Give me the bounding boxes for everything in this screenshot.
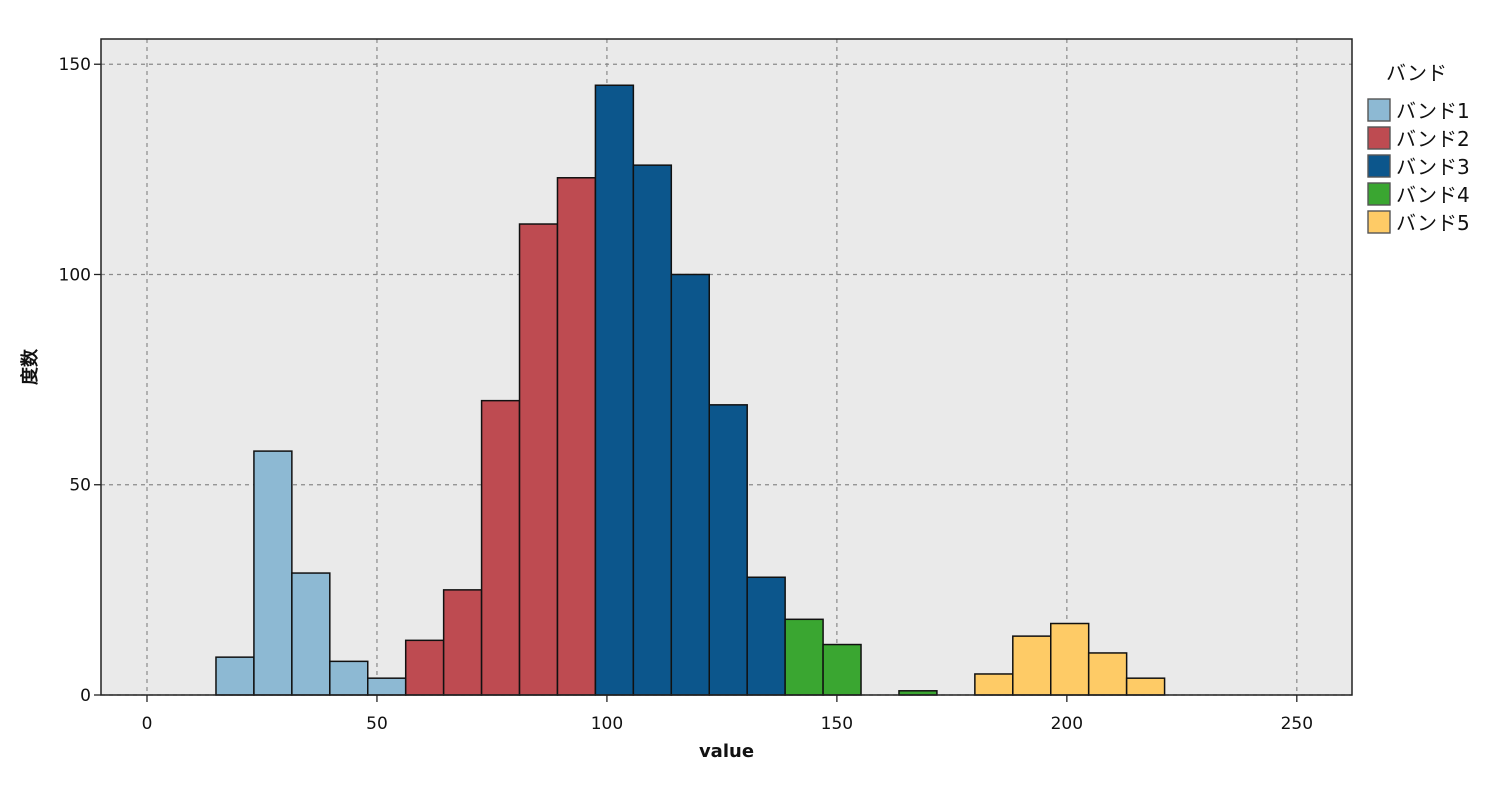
bar-1-1 [215, 656, 255, 696]
x-tick-label: 100 [591, 714, 623, 734]
bar-2-2 [442, 589, 483, 696]
x-tick-label: 0 [142, 714, 153, 734]
bar-3-3 [670, 273, 711, 696]
x-tick-label: 150 [821, 714, 853, 734]
legend-label-5: バンド5 [1396, 211, 1470, 235]
bar-4-2 [822, 643, 862, 696]
legend-swatch-4 [1367, 182, 1391, 206]
x-tick-label: 250 [1281, 714, 1313, 734]
bar-5-2 [1012, 635, 1052, 696]
x-tick-label: 50 [366, 714, 388, 734]
bar-5-3 [1049, 622, 1090, 696]
y-axis-title: 度数 [19, 348, 41, 385]
legend-swatch-1 [1367, 98, 1391, 122]
x-axis-title: value [699, 741, 754, 762]
bar-3-5 [746, 576, 786, 696]
plot-frame [100, 38, 1353, 696]
bar-1-2 [253, 450, 293, 696]
legend-swatch-3 [1367, 154, 1391, 178]
bar-2-3 [480, 399, 521, 696]
bar-2-4 [518, 223, 559, 696]
legend-label-1: バンド1 [1396, 99, 1470, 123]
legend-swatch-2 [1367, 126, 1391, 150]
bar-3-4 [708, 404, 748, 696]
legend-label-3: バンド3 [1396, 155, 1470, 179]
legend-title: バンド [1386, 61, 1447, 85]
bar-1-4 [329, 660, 369, 696]
bar-4-1 [784, 618, 824, 696]
legend-swatch-5 [1367, 210, 1391, 234]
legend-label-4: バンド4 [1396, 183, 1470, 207]
bar-5-1 [974, 673, 1014, 696]
legend-label-2: バンド2 [1396, 127, 1470, 151]
bar-5-4 [1087, 652, 1128, 696]
y-tick-label: 150 [59, 55, 91, 75]
bar-2-1 [404, 639, 445, 696]
bar-1-3 [291, 572, 331, 696]
bar-3-1 [594, 84, 635, 696]
y-tick-label: 50 [69, 476, 91, 496]
bar-1-5 [367, 677, 407, 696]
y-tick-label: 100 [59, 265, 91, 285]
bar-2-5 [556, 177, 597, 696]
x-tick-label: 200 [1051, 714, 1083, 734]
y-tick-label: 0 [80, 686, 91, 706]
bar-3-2 [632, 164, 673, 696]
bar-5-5 [1125, 677, 1166, 696]
